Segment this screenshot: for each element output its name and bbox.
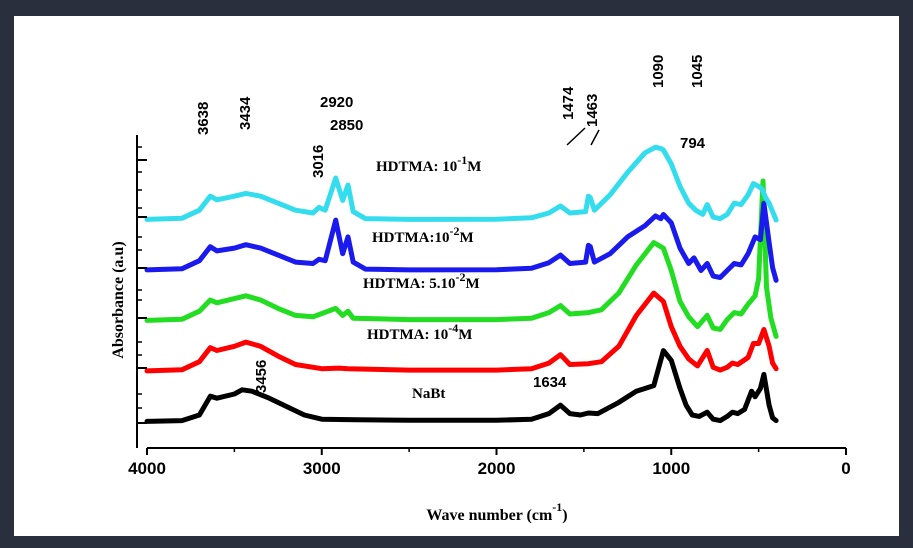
x-axis-title: Wave number (cm-1) — [426, 500, 567, 524]
y-axis-title: Absorbance (a.u) — [110, 241, 127, 358]
series-line-2 — [144, 178, 779, 339]
x-tick-label-4: 0 — [841, 459, 850, 478]
peak-label-3456: 3456 — [253, 360, 270, 393]
peak-label-2920: 2920 — [320, 94, 353, 111]
series-label-0: NaBt — [412, 386, 445, 402]
x-axis-title-close: ) — [562, 507, 567, 524]
series-line-4 — [144, 144, 779, 223]
spectrum-curves — [144, 144, 779, 424]
series-label-2: HDTMA: 5.10-2M — [363, 270, 480, 292]
series-label-4: HDTMA: 10-1M — [376, 153, 481, 175]
x-tick-label-3: 1000 — [652, 459, 690, 478]
series-line-1 — [144, 290, 779, 374]
x-tick-label-2: 2000 — [478, 459, 516, 478]
series-label-3: HDTMA:10-2M — [372, 224, 474, 246]
x-tick-label-1: 3000 — [303, 459, 341, 478]
peak-label-2850: 2850 — [330, 117, 363, 134]
peak-arrow-1474 — [566, 127, 586, 146]
peak-label-3434: 3434 — [237, 96, 254, 130]
series-label-1: HDTMA: 10-4M — [367, 321, 472, 343]
x-tick-label-0: 4000 — [128, 459, 166, 478]
series-line-3 — [144, 200, 779, 283]
peak-label-1463: 1463 — [584, 94, 601, 127]
series-labels: NaBt HDTMA: 10-4M HDTMA: 5.10-2M HDTMA:10-2… — [363, 153, 481, 402]
peak-label-3016: 3016 — [310, 145, 327, 178]
peak-label-3638: 3638 — [195, 102, 212, 135]
axes: 4000 3000 2000 1000 0 — [128, 135, 851, 478]
peak-label-1634: 1634 — [533, 374, 567, 391]
x-axis-title-main: Wave number (cm — [426, 507, 553, 524]
peak-label-1090: 1090 — [650, 55, 667, 88]
chart-panel — [14, 16, 899, 536]
series-line-0 — [144, 348, 779, 424]
x-axis-title-sup: -1 — [552, 500, 562, 514]
peak-label-794: 794 — [680, 135, 706, 152]
peak-label-1045: 1045 — [689, 55, 706, 88]
peak-arrow-1463 — [590, 129, 600, 146]
peak-label-1474: 1474 — [560, 86, 577, 120]
